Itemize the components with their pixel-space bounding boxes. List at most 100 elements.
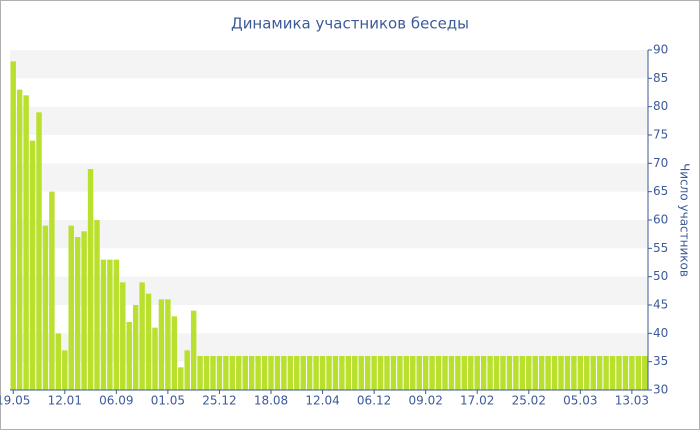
bar (216, 356, 223, 390)
bar (384, 356, 390, 390)
x-tick-label: 17.02 (460, 394, 494, 408)
grid-band (10, 220, 648, 249)
bar (190, 310, 197, 390)
bar (526, 356, 532, 390)
bar (352, 356, 358, 390)
bar (339, 356, 345, 390)
y-tick-label: 90 (653, 43, 668, 57)
bar (158, 299, 165, 390)
bar (442, 356, 448, 390)
bar (584, 356, 590, 390)
bar (287, 356, 294, 390)
bar (74, 237, 81, 390)
x-tick-label: 19.05 (0, 394, 30, 408)
x-tick-label: 25.02 (512, 394, 546, 408)
bar (571, 356, 577, 390)
y-tick-label: 75 (653, 128, 668, 142)
y-tick-label: 35 (653, 354, 668, 368)
x-tick-label: 09.02 (408, 394, 442, 408)
bar (403, 356, 410, 390)
bar (422, 356, 429, 390)
bar (577, 356, 584, 390)
bar (474, 356, 480, 390)
bar (203, 356, 210, 390)
y-tick-label: 55 (653, 241, 668, 255)
bar (629, 356, 635, 390)
x-tick-label: 06.09 (99, 394, 133, 408)
bar (616, 356, 622, 390)
x-tick-label: 25.12 (202, 394, 236, 408)
bar (23, 95, 29, 390)
bar (132, 305, 139, 390)
chart-title: Динамика участников беседы (231, 15, 469, 33)
bar (42, 225, 49, 390)
x-tick-label: 12.04 (305, 394, 339, 408)
bar (171, 316, 178, 390)
y-tick-label: 65 (653, 184, 668, 198)
bar (197, 356, 203, 390)
bar (532, 356, 538, 390)
bar (609, 356, 616, 390)
bar (364, 356, 371, 390)
bar (551, 356, 558, 390)
bar (281, 356, 287, 390)
bar (29, 140, 36, 390)
bar (332, 356, 339, 390)
bar (603, 356, 609, 390)
bar (622, 356, 629, 390)
bar (493, 356, 500, 390)
bar (36, 112, 42, 390)
bar (397, 356, 403, 390)
bar (126, 322, 132, 390)
y-tick-label: 50 (653, 269, 668, 283)
bar (184, 350, 190, 390)
bar (519, 356, 526, 390)
x-tick-label: 12.01 (48, 394, 82, 408)
x-tick-label: 05.03 (563, 394, 597, 408)
bar (358, 356, 364, 390)
grid-band (10, 50, 648, 79)
bar (242, 356, 248, 390)
y-tick-label: 45 (653, 298, 668, 312)
bar (590, 356, 596, 390)
bar (81, 231, 87, 390)
bar (377, 356, 384, 390)
bar (371, 356, 377, 390)
bar (596, 356, 603, 390)
grid-band (10, 106, 648, 135)
bar (480, 356, 487, 390)
bar (268, 356, 274, 390)
bar (429, 356, 435, 390)
bar (487, 356, 493, 390)
bar (255, 356, 261, 390)
bar (538, 356, 545, 390)
bar (68, 225, 74, 390)
bar (326, 356, 332, 390)
bar (165, 299, 171, 390)
bar (306, 356, 313, 390)
bar (248, 356, 255, 390)
y-tick-label: 85 (653, 71, 668, 85)
y-axis-label: Число участников (678, 163, 692, 277)
bar (16, 89, 23, 391)
bar (500, 356, 506, 390)
bar (107, 259, 113, 390)
bar (94, 220, 100, 390)
bar (345, 356, 352, 390)
bar (635, 356, 642, 390)
x-tick-label: 13.03 (615, 394, 649, 408)
bar (139, 282, 145, 390)
bar (564, 356, 571, 390)
bar (506, 356, 513, 390)
grid-band (10, 163, 648, 192)
bar (236, 356, 242, 390)
bar (145, 293, 152, 390)
bar (313, 356, 319, 390)
bar (261, 356, 268, 390)
y-tick-label: 40 (653, 326, 668, 340)
bar (642, 356, 648, 390)
bar (448, 356, 455, 390)
bar (410, 356, 416, 390)
y-tick-label: 80 (653, 99, 668, 113)
